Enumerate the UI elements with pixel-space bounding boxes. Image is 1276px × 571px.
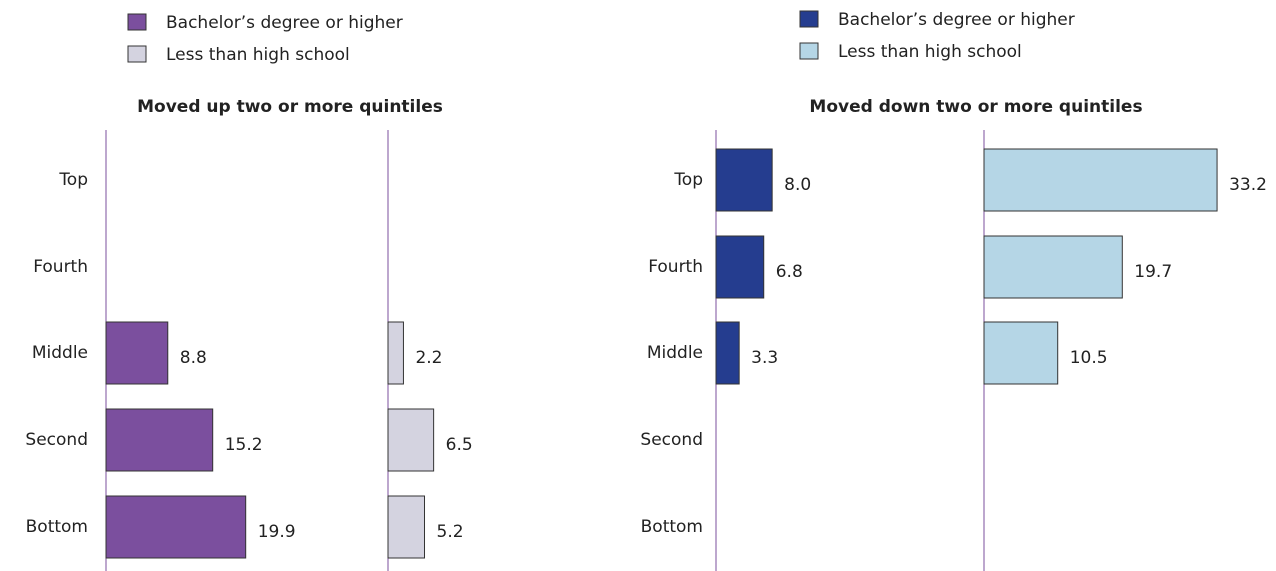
legend-swatch bbox=[799, 10, 819, 28]
bar bbox=[105, 495, 247, 559]
value-label: 15.2 bbox=[225, 435, 263, 455]
chart-title: Moved down two or more quintiles bbox=[809, 97, 1142, 117]
bar bbox=[715, 321, 740, 385]
value-label: 8.8 bbox=[180, 348, 207, 368]
bar bbox=[983, 148, 1218, 212]
value-label: 2.2 bbox=[415, 348, 442, 368]
bar bbox=[983, 321, 1059, 385]
value-label: 3.3 bbox=[751, 348, 778, 368]
legend-label: Less than high school bbox=[838, 42, 1022, 62]
value-label: 10.5 bbox=[1070, 348, 1108, 368]
category-label: Top bbox=[673, 170, 703, 190]
legend-swatch bbox=[127, 45, 147, 63]
category-label: Bottom bbox=[641, 517, 703, 537]
value-label: 5.2 bbox=[437, 522, 464, 542]
legend-label: Bachelor’s degree or higher bbox=[166, 13, 403, 33]
legend-swatch bbox=[127, 13, 147, 31]
chart-title: Moved up two or more quintiles bbox=[137, 97, 443, 117]
value-label: 33.2 bbox=[1229, 175, 1267, 195]
category-label: Second bbox=[640, 430, 703, 450]
bar bbox=[983, 235, 1123, 299]
category-label: Middle bbox=[647, 343, 703, 363]
bar bbox=[387, 408, 435, 472]
category-label: Second bbox=[25, 430, 88, 450]
legend-swatch bbox=[799, 42, 819, 60]
bar bbox=[387, 321, 404, 385]
category-label: Middle bbox=[32, 343, 88, 363]
value-label: 19.9 bbox=[258, 522, 296, 542]
legend-label: Bachelor’s degree or higher bbox=[838, 10, 1075, 30]
value-label: 8.0 bbox=[784, 175, 811, 195]
legend-label: Less than high school bbox=[166, 45, 350, 65]
bar bbox=[715, 235, 765, 299]
value-label: 19.7 bbox=[1134, 262, 1172, 282]
bar bbox=[387, 495, 426, 559]
category-label: Fourth bbox=[33, 257, 88, 277]
bar bbox=[715, 148, 773, 212]
value-label: 6.8 bbox=[776, 262, 803, 282]
category-label: Top bbox=[58, 170, 88, 190]
value-label: 6.5 bbox=[446, 435, 473, 455]
bar bbox=[105, 408, 214, 472]
category-label: Bottom bbox=[26, 517, 88, 537]
category-label: Fourth bbox=[648, 257, 703, 277]
bar bbox=[105, 321, 169, 385]
